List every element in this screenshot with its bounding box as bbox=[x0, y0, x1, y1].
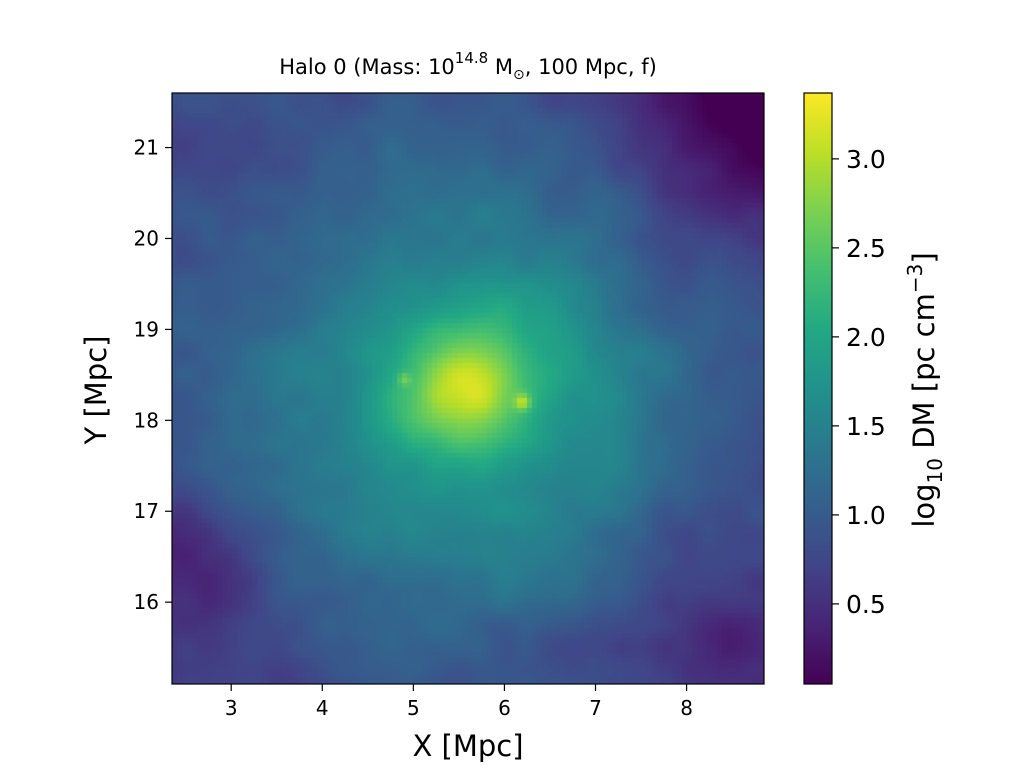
colorbar-label: log10 DM [pc cm−3] bbox=[903, 252, 947, 527]
colorbar-tick-label: 1.5 bbox=[846, 412, 886, 441]
colorbar-tick-label: 0.5 bbox=[846, 590, 886, 619]
colorbar-axis: 0.5 1.0 1.5 2.0 2.5 3.0 bbox=[832, 145, 886, 619]
x-tick-label: 4 bbox=[316, 696, 329, 720]
y-axis-label: Y [Mpc] bbox=[79, 336, 113, 446]
x-tick-label: 3 bbox=[225, 696, 238, 720]
x-tick-label: 7 bbox=[589, 696, 602, 720]
y-tick-label: 17 bbox=[134, 499, 159, 523]
y-axis: 16 17 18 19 20 21 bbox=[134, 136, 172, 614]
plot-frame bbox=[171, 92, 765, 685]
heatmap-image bbox=[172, 93, 764, 684]
x-tick-label: 6 bbox=[498, 696, 511, 720]
y-tick-label: 16 bbox=[134, 590, 159, 614]
colorbar-frame bbox=[803, 92, 833, 685]
colorbar-tick-label: 1.0 bbox=[846, 501, 886, 530]
colorbar-tick-label: 3.0 bbox=[846, 145, 886, 174]
x-tick-label: 5 bbox=[407, 696, 420, 720]
x-tick-label: 8 bbox=[680, 696, 693, 720]
y-tick-label: 19 bbox=[134, 317, 159, 341]
colorbar-tick-label: 2.0 bbox=[846, 323, 886, 352]
x-axis: 3 4 5 6 7 8 bbox=[225, 684, 693, 720]
x-axis-label: X [Mpc] bbox=[412, 729, 523, 763]
colorbar-tick-label: 2.5 bbox=[846, 234, 886, 263]
y-tick-label: 18 bbox=[134, 408, 159, 432]
colorbar bbox=[804, 93, 832, 684]
chart-title: Halo 0 (Mass: 1014.8 M⊙, 100 Mpc, f) bbox=[279, 49, 657, 84]
y-tick-label: 21 bbox=[134, 136, 159, 160]
y-tick-label: 20 bbox=[134, 226, 159, 250]
